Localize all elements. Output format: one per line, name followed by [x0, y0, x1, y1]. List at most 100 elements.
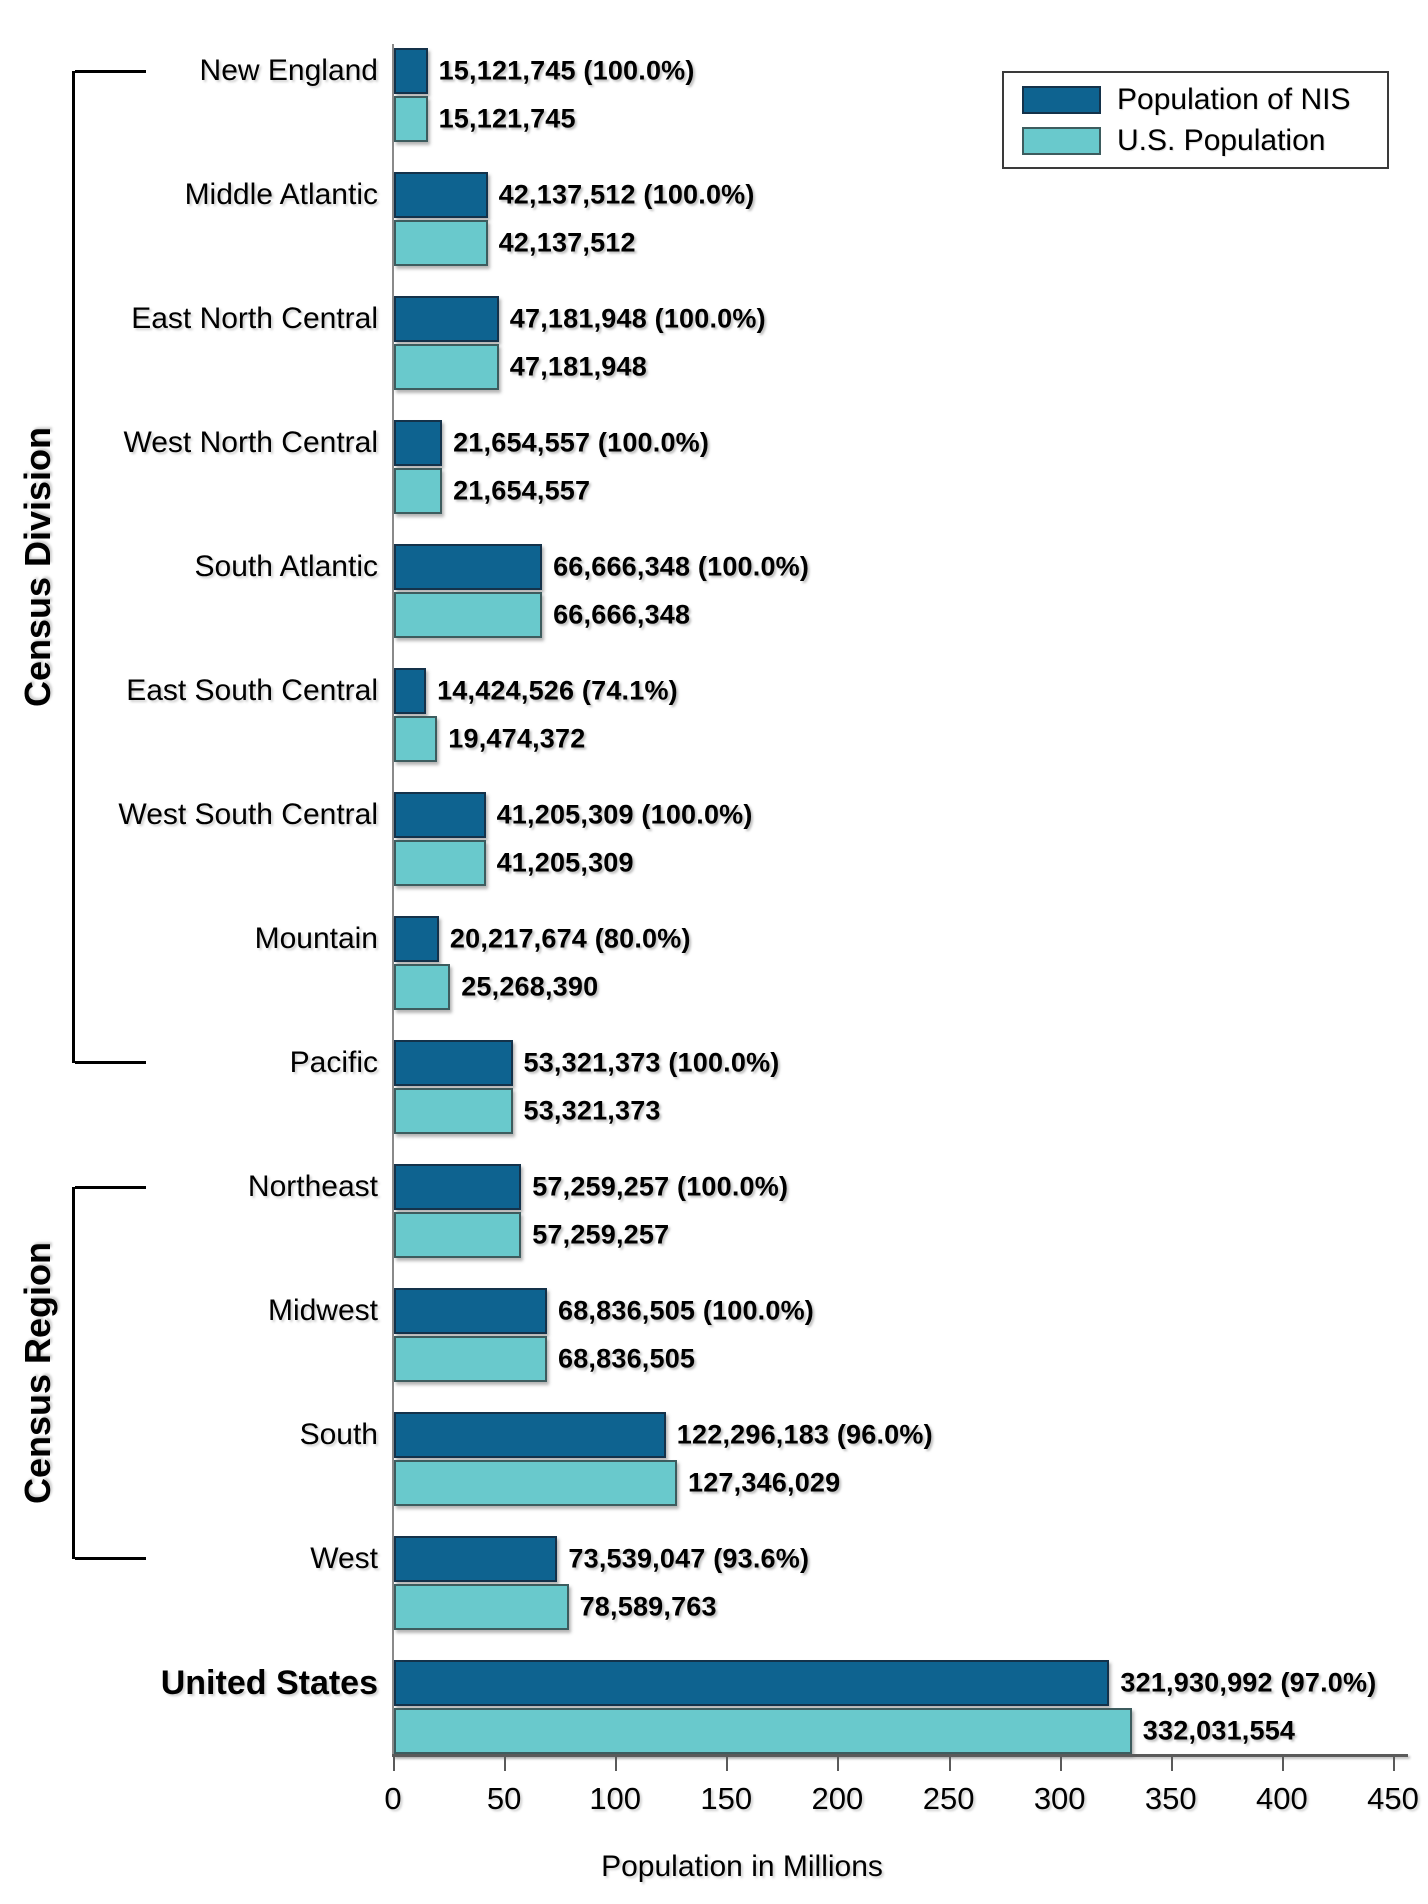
category-label: Midwest	[267, 1294, 378, 1327]
category-label: East North Central	[131, 302, 378, 335]
legend-item-us: U.S. Population	[1022, 124, 1387, 158]
nis-value-label: 68,836,505 (100.0%)	[558, 1295, 814, 1326]
nis-bar: 47,181,948 (100.0%)	[394, 296, 766, 342]
us-bar: 41,205,309	[394, 840, 634, 886]
nis-value-label: 57,259,257 (100.0%)	[532, 1171, 789, 1202]
x-axis-tick	[726, 1757, 729, 1771]
us-value-label: 66,666,348	[553, 599, 691, 630]
x-axis-tick	[504, 1757, 507, 1771]
x-axis-tick-label: 350	[1144, 1781, 1197, 1816]
x-axis-tick-label: 100	[589, 1781, 642, 1816]
census-region-bracket	[72, 1186, 146, 1560]
bar-row: West North Central 21,654,557 (100.0%) 2…	[123, 420, 1428, 514]
bar-row: Middle Atlantic 42,137,512 (100.0%) 42,1…	[185, 172, 1428, 266]
nis-bar: 20,217,674 (80.0%)	[394, 916, 690, 962]
nis-value-label: 21,654,557 (100.0%)	[453, 427, 710, 458]
us-value-label: 53,321,373	[523, 1095, 661, 1126]
us-value-label: 25,268,390	[461, 971, 599, 1002]
category-label: United States	[160, 1663, 378, 1702]
category-label: Middle Atlantic	[184, 178, 378, 211]
x-axis-tick-label: 250	[922, 1781, 975, 1816]
category-label: East South Central	[126, 674, 378, 707]
us-bar: 68,836,505	[394, 1336, 695, 1382]
nis-value-label: 47,181,948 (100.0%)	[509, 303, 766, 334]
nis-bar: 42,137,512 (100.0%)	[394, 172, 754, 218]
nis-value-label: 53,321,373 (100.0%)	[523, 1047, 780, 1078]
category-label: West South Central	[118, 798, 378, 831]
x-axis-ticks: 0 50 100 150 200 250 300 350 400 450	[384, 1757, 1419, 1817]
x-axis-tick	[615, 1757, 618, 1771]
nis-legend-label: Population of NIS	[1117, 82, 1351, 116]
us-value-label: 42,137,512	[498, 227, 636, 258]
nis-value-label: 42,137,512 (100.0%)	[498, 179, 755, 210]
bar-row: South 122,296,183 (96.0%) 127,346,029	[300, 1412, 1428, 1506]
census-division-bracket	[72, 70, 146, 1064]
x-axis-tick-label: 200	[811, 1781, 864, 1816]
us-legend-swatch	[1022, 126, 1101, 155]
nis-bar: 15,121,745 (100.0%)	[394, 48, 694, 94]
x-axis-tick	[1393, 1757, 1395, 1771]
legend: Population of NIS U.S. Population	[1002, 71, 1389, 169]
category-label: West North Central	[123, 426, 378, 459]
nis-legend-swatch	[1022, 85, 1101, 114]
x-axis-tick-label: 400	[1256, 1781, 1308, 1816]
us-value-label: 47,181,948	[509, 351, 647, 382]
category-label: Pacific	[289, 1046, 378, 1079]
category-label: South	[299, 1418, 378, 1451]
nis-value-label: 321,930,992 (97.0%)	[1120, 1667, 1377, 1698]
x-axis-title: Population in Millions	[601, 1850, 883, 1883]
us-bar: 332,031,554	[394, 1708, 1295, 1754]
us-value-label: 78,589,763	[579, 1591, 717, 1622]
nis-bar: 66,666,348 (100.0%)	[394, 544, 809, 590]
nis-bar: 21,654,557 (100.0%)	[394, 420, 709, 466]
bar-row: Mountain 20,217,674 (80.0%) 25,268,390	[255, 916, 1428, 1010]
bar-row: United States 321,930,992 (97.0%) 332,03…	[161, 1660, 1428, 1754]
nis-value-label: 20,217,674 (80.0%)	[449, 923, 691, 954]
bracket-tick	[75, 1061, 146, 1064]
x-axis-tick-label: 0	[384, 1781, 402, 1816]
census-division-axis-label: Census Division	[17, 426, 58, 708]
legend-item-nis: Population of NIS	[1022, 83, 1387, 117]
us-bar: 19,474,372	[394, 716, 585, 762]
bar-row: Northeast 57,259,257 (100.0%) 57,259,257	[248, 1164, 1428, 1258]
nis-bar: 68,836,505 (100.0%)	[394, 1288, 814, 1334]
nis-bar: 122,296,183 (96.0%)	[394, 1412, 933, 1458]
category-label: Mountain	[254, 922, 378, 955]
us-bar: 47,181,948	[394, 344, 647, 390]
bar-row: South Atlantic 66,666,348 (100.0%) 66,66…	[195, 544, 1428, 638]
category-label: New England	[199, 54, 378, 87]
us-value-label: 21,654,557	[453, 475, 591, 506]
x-axis-tick	[1170, 1757, 1173, 1771]
nis-value-label: 66,666,348 (100.0%)	[553, 551, 810, 582]
x-axis-tick-label: 150	[700, 1781, 753, 1816]
bracket-tick	[75, 1557, 146, 1560]
nis-bar: 14,424,526 (74.1%)	[394, 668, 678, 714]
bar-row: West 73,539,047 (93.6%) 78,589,763	[310, 1536, 1428, 1630]
y-axis-line	[392, 44, 394, 1756]
us-bar: 42,137,512	[394, 220, 636, 266]
bar-row: East North Central 47,181,948 (100.0%) 4…	[131, 296, 1428, 390]
x-axis-tick-label: 300	[1033, 1781, 1086, 1816]
x-axis-tick	[948, 1757, 951, 1771]
nis-bar: 41,205,309 (100.0%)	[394, 792, 752, 838]
us-value-label: 19,474,372	[448, 723, 586, 754]
nis-bar: 57,259,257 (100.0%)	[394, 1164, 788, 1210]
bracket-tick	[75, 70, 146, 73]
nis-value-label: 15,121,745 (100.0%)	[438, 55, 695, 86]
us-bar: 66,666,348	[394, 592, 690, 638]
nis-bar: 321,930,992 (97.0%)	[394, 1660, 1376, 1706]
x-axis-line	[392, 1754, 1408, 1757]
x-axis-tick	[1281, 1757, 1284, 1771]
bar-row: Pacific 53,321,373 (100.0%) 53,321,373	[290, 1040, 1428, 1134]
us-value-label: 57,259,257	[532, 1219, 670, 1250]
us-legend-label: U.S. Population	[1117, 123, 1326, 157]
us-bar: 53,321,373	[394, 1088, 660, 1134]
bar-row: East South Central 14,424,526 (74.1%) 19…	[126, 668, 1428, 762]
x-axis-tick-label: 450	[1367, 1781, 1419, 1816]
us-bar: 25,268,390	[394, 964, 598, 1010]
nis-bar: 53,321,373 (100.0%)	[394, 1040, 779, 1086]
nis-value-label: 14,424,526 (74.1%)	[437, 675, 678, 706]
x-axis-tick	[393, 1757, 395, 1771]
nis-value-label: 122,296,183 (96.0%)	[676, 1419, 933, 1450]
category-label: Northeast	[247, 1170, 378, 1203]
